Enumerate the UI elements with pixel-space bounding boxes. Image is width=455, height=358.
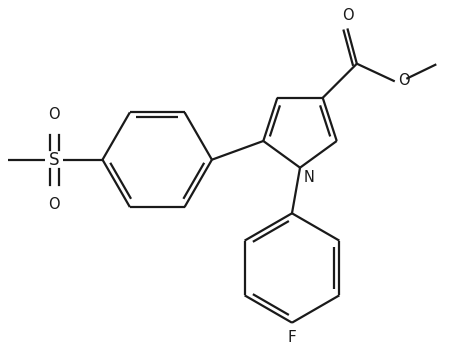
Text: F: F <box>287 330 296 345</box>
Text: N: N <box>303 170 314 185</box>
Text: O: O <box>48 107 60 122</box>
Text: O: O <box>398 73 410 88</box>
Text: O: O <box>341 8 353 23</box>
Text: O: O <box>48 197 60 212</box>
Text: S: S <box>49 151 59 169</box>
